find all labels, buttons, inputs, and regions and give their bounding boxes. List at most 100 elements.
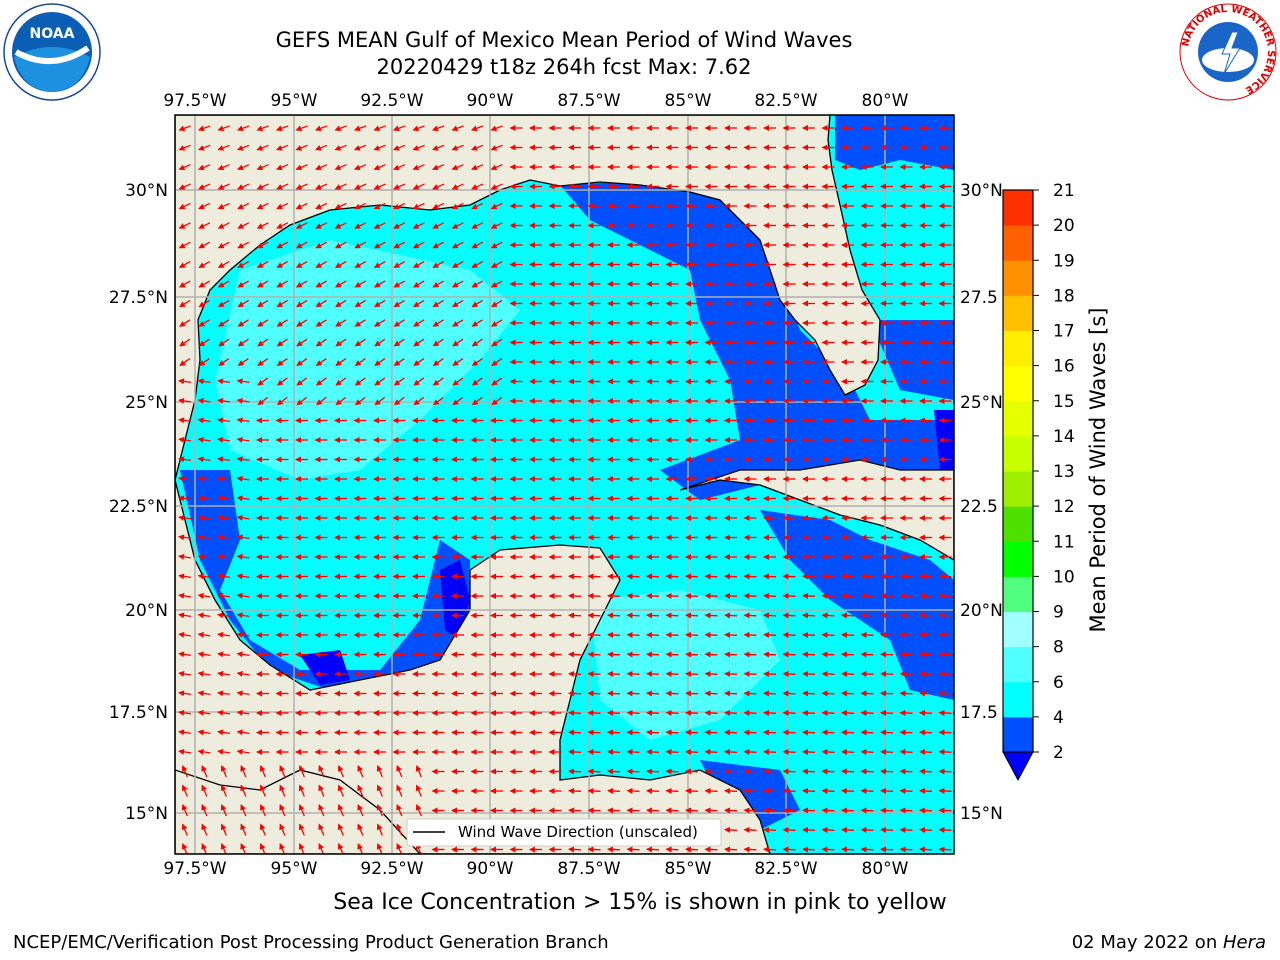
direction-arrow (919, 768, 933, 775)
direction-arrow (938, 787, 952, 794)
latitude-label-right: 27.5 (960, 288, 998, 308)
direction-arrow (471, 241, 484, 249)
direction-arrow (782, 631, 796, 638)
direction-arrow (568, 729, 582, 736)
direction-arrow (218, 319, 230, 327)
direction-arrow (782, 670, 796, 677)
colorbar-segment (1003, 330, 1033, 367)
direction-arrow (646, 709, 660, 716)
direction-arrow (276, 319, 288, 327)
direction-arrow (376, 823, 383, 836)
direction-arrow (587, 612, 601, 619)
colorbar-segment (1003, 611, 1033, 648)
direction-arrow (373, 202, 386, 210)
direction-arrow (298, 784, 305, 797)
direction-arrow (276, 377, 288, 386)
direction-arrow (919, 709, 933, 716)
direction-arrow (393, 202, 406, 210)
direction-arrow (471, 299, 483, 308)
direction-arrow (452, 319, 464, 327)
direction-arrow (220, 804, 227, 817)
longitude-labels-top: 97.5°W 95°W 92.5°W 90°W 87.5°W 85°W 82.5°W 80°W (163, 91, 908, 111)
direction-arrow (646, 690, 660, 697)
direction-arrow (743, 651, 757, 658)
direction-arrow (217, 436, 231, 443)
direction-arrow (685, 690, 699, 697)
direction-arrow (782, 768, 796, 775)
direction-arrow (296, 358, 308, 367)
direction-arrow (197, 592, 211, 599)
direction-arrow (220, 843, 227, 854)
direction-arrow (279, 784, 286, 797)
direction-arrow (899, 690, 913, 697)
direction-arrow (685, 787, 699, 794)
direction-arrow (841, 690, 855, 697)
direction-arrow (763, 748, 777, 755)
direction-arrow (374, 299, 386, 308)
direction-arrow (354, 261, 367, 268)
direction-arrow (217, 475, 231, 482)
direction-arrow (626, 807, 640, 814)
colorbar-tick-label: 6 (1053, 673, 1064, 693)
direction-arrow (782, 573, 796, 580)
direction-arrow (685, 612, 699, 619)
direction-arrow (665, 592, 679, 599)
direction-arrow (412, 144, 425, 151)
direction-arrow (178, 573, 192, 580)
direction-arrow (296, 338, 308, 347)
direction-arrow (471, 358, 483, 367)
direction-arrow (626, 748, 640, 755)
direction-arrow (178, 183, 191, 190)
direction-arrow (841, 807, 855, 814)
direction-arrow (841, 846, 855, 853)
direction-arrow (626, 768, 640, 775)
direction-arrow (432, 338, 444, 347)
direction-arrow (471, 338, 483, 347)
direction-arrow (276, 241, 289, 249)
direction-arrow (607, 651, 621, 658)
direction-arrow (275, 125, 289, 132)
direction-arrow (607, 807, 621, 814)
direction-arrow (259, 784, 266, 797)
direction-arrow (665, 651, 679, 658)
direction-arrow (452, 396, 464, 406)
direction-arrow (236, 495, 250, 502)
direction-arrow (432, 222, 445, 229)
direction-arrow (276, 396, 288, 406)
direction-arrow (337, 804, 344, 817)
direction-arrow (743, 748, 757, 755)
longitude-label-bottom: 95°W (271, 859, 318, 879)
direction-arrow (743, 826, 757, 833)
longitude-label-bottom: 92.5°W (360, 859, 423, 879)
direction-arrow (743, 768, 757, 775)
direction-arrow (197, 417, 211, 424)
colorbar-segment (1003, 471, 1033, 507)
direction-arrow (217, 612, 231, 619)
direction-arrow (802, 768, 816, 775)
direction-arrow (279, 765, 286, 778)
direction-arrow (782, 787, 796, 794)
colorbar-tick-label: 15 (1053, 392, 1075, 412)
land-central-america-south (175, 769, 421, 854)
direction-arrow (763, 846, 777, 853)
direction-arrow (587, 768, 601, 775)
direction-arrow (724, 787, 738, 794)
direction-arrow (217, 534, 231, 541)
direction-arrow (396, 804, 403, 817)
direction-arrow (357, 843, 364, 854)
footer-host: Hera (1222, 932, 1266, 953)
direction-arrow (412, 241, 425, 249)
noaa-logo: NOAA (3, 3, 101, 101)
direction-arrow (197, 631, 211, 638)
direction-arrow (880, 592, 894, 599)
direction-arrow (938, 631, 952, 638)
direction-arrow (240, 823, 247, 836)
direction-arrow (782, 690, 796, 697)
direction-arrow (607, 768, 621, 775)
direction-arrow (431, 125, 445, 132)
direction-arrow (279, 804, 286, 817)
direction-arrow (919, 846, 933, 853)
direction-arrow (471, 164, 484, 171)
direction-arrow (646, 846, 660, 853)
direction-arrow (197, 748, 211, 755)
